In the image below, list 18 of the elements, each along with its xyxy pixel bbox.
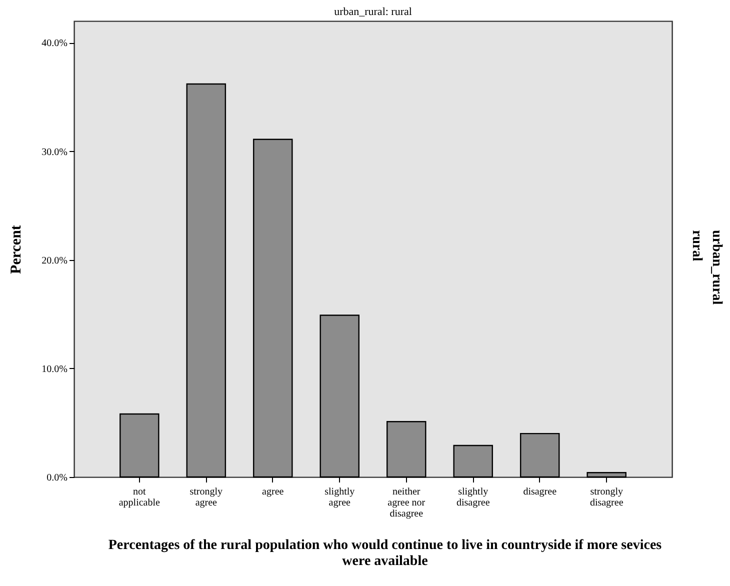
y-tick-label: 30.0%	[42, 146, 68, 158]
chart-title: urban_rural: rural	[334, 6, 412, 18]
x-tick-label: strongly disagree	[590, 486, 624, 508]
x-tick-label: slightly agree	[324, 486, 355, 508]
y-axis-title: Percent	[8, 225, 25, 274]
x-tick-label: neither agree nor disagree	[388, 486, 426, 520]
text: rural	[688, 230, 704, 264]
y-tick-label: 40.0%	[42, 38, 68, 50]
y-tick-label: 10.0%	[42, 364, 68, 375]
x-tick-label: strongly agree	[190, 486, 223, 508]
y-tick-label: 0.0%	[46, 472, 68, 484]
x-tick-label: disagree	[523, 486, 558, 498]
x-tick-label: not applicable	[118, 486, 161, 508]
y-tick-label: 20.0%	[42, 255, 68, 266]
y2-axis-title: urban_rural	[708, 230, 724, 305]
x-tick-label: slightly disagree	[456, 486, 490, 508]
x-tick-label: agree	[262, 486, 284, 498]
x-axis-title: Percentages of the rural population who would continue to live in countryside if more sevices were available	[107, 538, 663, 570]
